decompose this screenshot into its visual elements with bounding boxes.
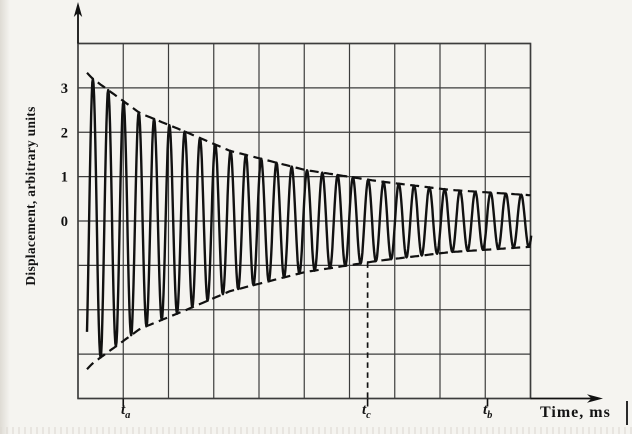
ta-subscript: a [125, 410, 131, 421]
tc-subscript: c [366, 410, 371, 421]
page-edge-mark [626, 401, 628, 425]
y-tick-label-0: 0 [61, 214, 68, 230]
axes [77, 13, 592, 400]
y-tick-labels: 3 2 1 0 [61, 81, 68, 230]
y-tick-label-3: 3 [61, 81, 68, 97]
waveform [85, 77, 533, 359]
ta-base: t [121, 402, 126, 418]
tc-base: t [362, 402, 367, 418]
marker-ticks [122, 398, 489, 407]
y-tick-label-2: 2 [61, 125, 68, 141]
time-marker-tb: tb [483, 402, 493, 421]
time-marker-tc: tc [362, 402, 371, 421]
y-axis-arrowhead [73, 2, 83, 17]
plot-border [77, 42, 532, 400]
x-axis-arrowhead [587, 394, 603, 403]
scan-speckle-strip [0, 427, 632, 434]
x-axis-label: Time, ms [540, 404, 611, 421]
tb-base: t [483, 402, 488, 418]
y-tick-label-1: 1 [61, 170, 68, 186]
upper-envelope [86, 72, 531, 197]
time-marker-ta: ta [121, 402, 131, 421]
scan-edge-shadow [0, 0, 10, 434]
y-axis-label: Displacement, arbitrary units [23, 106, 38, 286]
tb-subscript: b [487, 410, 493, 421]
